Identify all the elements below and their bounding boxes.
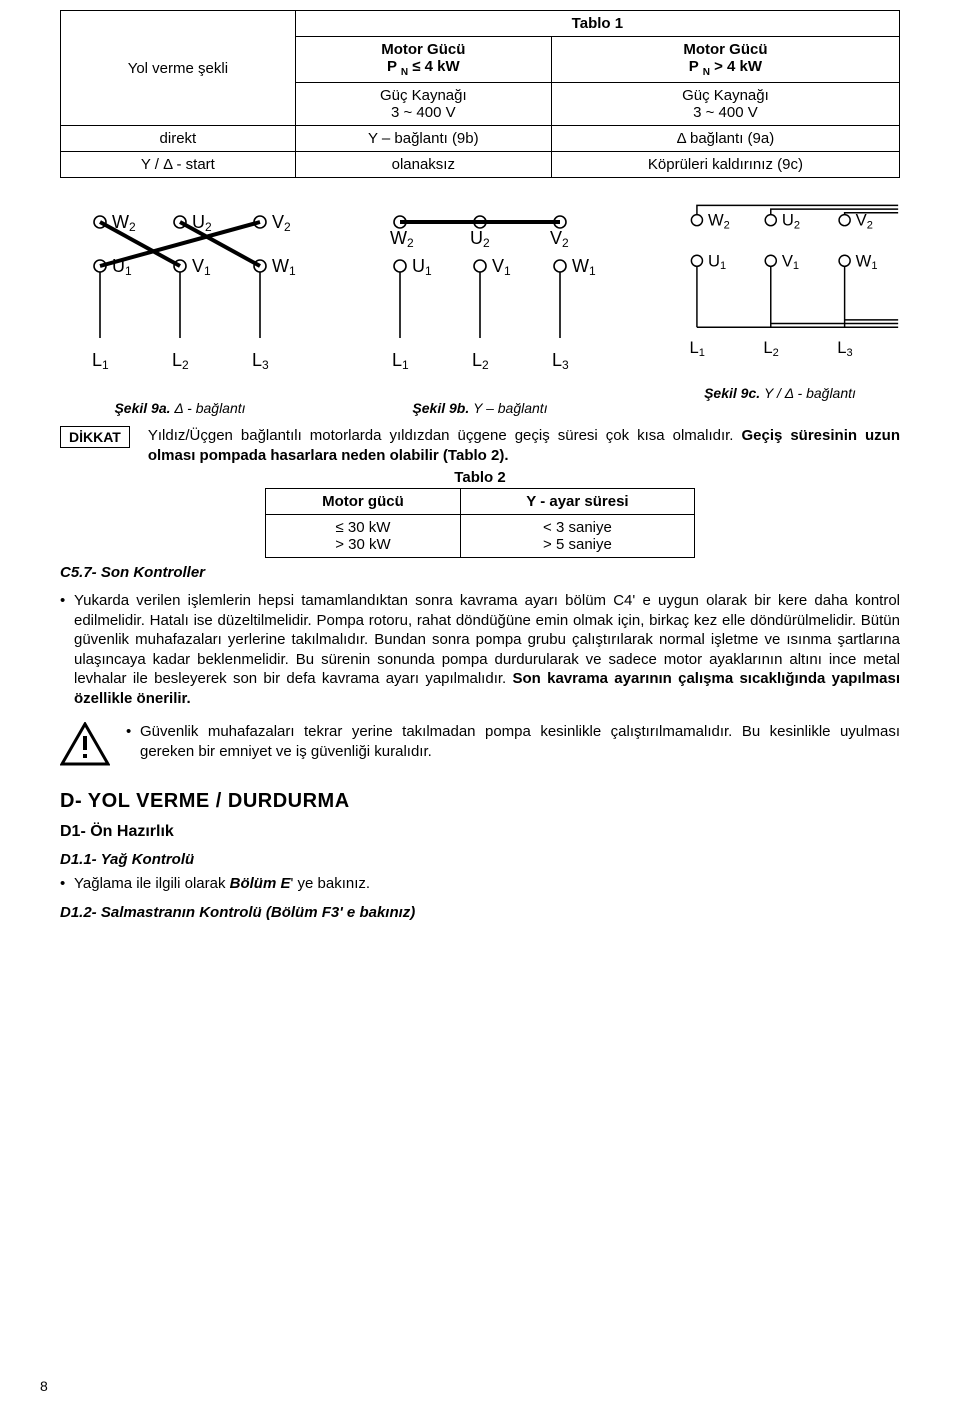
t2-h2: Y - ayar süresi (460, 489, 694, 515)
svg-text:L3: L3 (552, 350, 569, 372)
table-2-wrap: Tablo 2 Motor gücüY - ayar süresi ≤ 30 k… (60, 469, 900, 558)
svg-text:L2: L2 (172, 350, 189, 372)
t1-direkt-label: direkt (61, 126, 296, 152)
t1-ys-label: Y / Δ - start (61, 152, 296, 178)
t1-c2-sub: Güç Kaynağı3 ~ 400 V (551, 83, 899, 126)
svg-text:L2: L2 (472, 350, 489, 372)
diagram-9a: W2 U2 V2 U1 V1 W1 L1 L2 L3 Şekil 9a. Δ -… (60, 198, 300, 416)
svg-text:V2: V2 (550, 228, 569, 250)
svg-text:U2: U2 (470, 228, 490, 250)
dikkat-label: DİKKAT (60, 426, 130, 448)
svg-text:U2: U2 (782, 211, 800, 232)
svg-text:V2: V2 (272, 212, 291, 234)
t1-direkt-c1: Y – bağlantı (9b) (295, 126, 551, 152)
svg-text:W2: W2 (390, 228, 414, 250)
svg-text:W1: W1 (572, 256, 596, 278)
t1-c2-label: Motor Gücü (683, 41, 767, 58)
dikkat-text: Yıldız/Üçgen bağlantılı motorlarda yıldı… (148, 426, 900, 465)
t1-ys-c2: Köprüleri kaldırınız (9c) (551, 152, 899, 178)
svg-text:U1: U1 (412, 256, 432, 278)
svg-text:L1: L1 (92, 350, 109, 372)
c57-title: C5.7- Son Kontroller (60, 564, 900, 581)
svg-text:W2: W2 (112, 212, 136, 234)
t2-cell: < 3 saniye > 5 saniye (460, 515, 694, 558)
t1-ys-c1: olanaksız (295, 152, 551, 178)
diagram-9b: W2 U2 V2 U1 V1 W1 L1 L2 L3 Şekil 9b. Y –… (360, 198, 600, 416)
warning-text: Güvenlik muhafazaları tekrar yerine takı… (126, 722, 900, 761)
svg-text:V1: V1 (782, 251, 799, 272)
svg-text:V2: V2 (856, 211, 873, 232)
svg-text:L1: L1 (392, 350, 409, 372)
warning-icon (60, 722, 110, 766)
t1-direkt-c2: Δ bağlantı (9a) (551, 126, 899, 152)
d11-text: Yağlama ile ilgili olarak Bölüm E' ye ba… (60, 874, 900, 894)
svg-text:L3: L3 (252, 350, 269, 372)
section-d-title: D- YOL VERME / DURDURMA (60, 790, 900, 813)
table-1: Yol verme şekli Tablo 1 Motor Gücü P N ≤… (60, 10, 900, 178)
diagram-9c: W2 U2 V2 U1 V1 W1 L1 L2 L3 Şekil 9c. Y /… (660, 198, 900, 416)
svg-text:V1: V1 (492, 256, 511, 278)
svg-text:L1: L1 (690, 338, 705, 359)
t1-c1-label: Motor Gücü (381, 41, 465, 58)
t2-h1: Motor gücü (266, 489, 461, 515)
svg-text:L3: L3 (837, 338, 852, 359)
t1-col1-top: Motor Gücü P N ≤ 4 kW (295, 37, 551, 83)
svg-text:U1: U1 (708, 251, 726, 272)
t2-title: Tablo 2 (454, 469, 505, 486)
t1-c1-sub: Güç Kaynağı3 ~ 400 V (295, 83, 551, 126)
section-d1: D1- Ön Hazırlık (60, 823, 900, 841)
t1-col2-top: Motor Gücü P N > 4 kW (551, 37, 899, 83)
svg-9b: W2 U2 V2 U1 V1 W1 L1 L2 L3 (360, 198, 600, 398)
svg-text:L2: L2 (763, 338, 778, 359)
dikkat-block: DİKKAT Yıldız/Üçgen bağlantılı motorlard… (60, 426, 900, 465)
t1-rowheader: Yol verme şekli (61, 11, 296, 126)
section-d12: D1.2- Salmastranın Kontrolü (Bölüm F3' e… (60, 904, 900, 921)
svg-text:V1: V1 (192, 256, 211, 278)
page-number: 8 (40, 1378, 48, 1394)
t2-cell: ≤ 30 kW > 30 kW (266, 515, 461, 558)
table-2: Motor gücüY - ayar süresi ≤ 30 kW > 30 k… (265, 488, 695, 558)
svg-text:W1: W1 (856, 251, 878, 272)
svg-text:W1: W1 (272, 256, 296, 278)
caption-9c: Şekil 9c. Y / Δ - bağlantı (704, 385, 856, 401)
svg-9c: W2 U2 V2 U1 V1 W1 L1 L2 L3 (660, 198, 900, 383)
svg-9a: W2 U2 V2 U1 V1 W1 L1 L2 L3 (60, 198, 300, 398)
warning-row: Güvenlik muhafazaları tekrar yerine takı… (60, 722, 900, 766)
wiring-diagrams: W2 U2 V2 U1 V1 W1 L1 L2 L3 Şekil 9a. Δ -… (60, 198, 900, 416)
caption-9b: Şekil 9b. Y – bağlantı (412, 400, 547, 416)
caption-9a: Şekil 9a. Δ - bağlantı (114, 400, 245, 416)
section-d11: D1.1- Yağ Kontrolü (60, 851, 900, 868)
t1-title: Tablo 1 (295, 11, 899, 37)
svg-text:W2: W2 (708, 211, 730, 232)
svg-text:U2: U2 (192, 212, 212, 234)
c57-bullet: Yukarda verilen işlemlerin hepsi tamamla… (60, 591, 900, 708)
